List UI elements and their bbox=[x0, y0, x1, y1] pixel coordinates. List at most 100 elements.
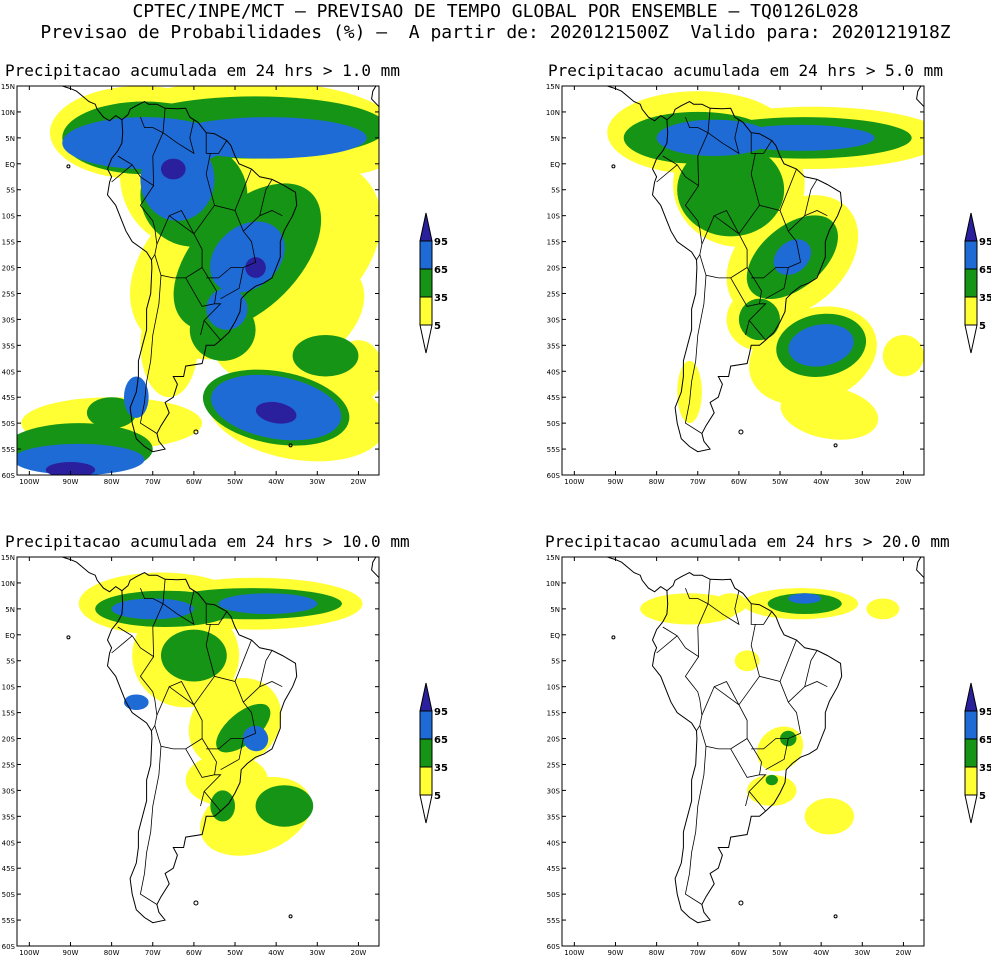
country-border bbox=[656, 164, 678, 183]
lon-label: 50W bbox=[772, 949, 788, 957]
country-border bbox=[748, 774, 767, 812]
country-border bbox=[750, 603, 773, 625]
country-border bbox=[205, 132, 228, 154]
coastlines bbox=[607, 86, 924, 453]
country-border bbox=[111, 635, 133, 654]
lat-label: 45S bbox=[2, 865, 16, 873]
lat-label: 15S bbox=[2, 710, 16, 718]
lon-label: 70W bbox=[690, 478, 706, 486]
map-frame bbox=[16, 556, 380, 947]
south-america-coast bbox=[651, 101, 843, 453]
map-panel-4: 15N 10N 5N EQ 5S 10S 15S 20S 25S 30S 35S 40S 45S 50S 5… bbox=[546, 554, 925, 957]
legend-cap-top bbox=[419, 212, 433, 242]
lat-label: 25S bbox=[547, 761, 561, 769]
prob-35-area bbox=[765, 774, 778, 786]
africa-coast bbox=[371, 86, 379, 108]
legend-level-label: 35 bbox=[434, 763, 448, 774]
panel-title-3: Precipitacao acumulada em 24 hrs > 10.0 … bbox=[5, 532, 410, 551]
prob-5-area bbox=[882, 334, 924, 377]
galapagos-islands bbox=[611, 635, 616, 640]
country-border bbox=[714, 209, 740, 234]
lat-label: 15S bbox=[2, 239, 16, 247]
prob-35-area bbox=[210, 790, 236, 822]
prob-5-area bbox=[714, 593, 748, 615]
lat-label: 60S bbox=[2, 472, 16, 480]
lon-label: 50W bbox=[227, 478, 243, 486]
south-america-coast bbox=[106, 101, 298, 453]
prob-65-area bbox=[242, 725, 269, 752]
legend-swatch bbox=[419, 738, 433, 768]
central-america-coast bbox=[607, 557, 668, 593]
lat-label: 15N bbox=[1, 83, 15, 91]
lat-label: 55S bbox=[2, 446, 16, 454]
country-border bbox=[745, 791, 750, 807]
legend-swatch bbox=[964, 268, 978, 298]
lon-label: 30W bbox=[309, 478, 325, 486]
probability-field bbox=[607, 91, 924, 440]
south-georgia bbox=[288, 914, 293, 919]
lon-label: 20W bbox=[896, 478, 912, 486]
lat-label: 10S bbox=[547, 213, 561, 221]
lon-label: 80W bbox=[104, 478, 120, 486]
prob-95-area bbox=[45, 462, 96, 475]
legend-level-label: 35 bbox=[434, 293, 448, 304]
legend-swatch bbox=[419, 296, 433, 326]
lat-label: 40S bbox=[547, 839, 561, 847]
prob-65-area bbox=[773, 239, 812, 275]
country-border bbox=[750, 132, 773, 154]
prob-65-area bbox=[788, 324, 854, 367]
lat-label: 60S bbox=[547, 943, 561, 951]
coastlines bbox=[607, 557, 924, 924]
country-border bbox=[662, 603, 709, 658]
lon-label: 90W bbox=[608, 478, 624, 486]
prob-35-area bbox=[255, 785, 314, 827]
lat-label: 40S bbox=[2, 839, 16, 847]
lat-label: 20S bbox=[547, 265, 561, 273]
lon-label: 90W bbox=[63, 478, 79, 486]
country-border bbox=[684, 746, 707, 905]
country-border bbox=[220, 267, 244, 300]
lat-label: 5S bbox=[551, 658, 560, 666]
lat-label: 5S bbox=[6, 187, 15, 195]
lon-label: 100W bbox=[19, 478, 39, 486]
lat-label: 40S bbox=[2, 368, 16, 376]
country-border bbox=[200, 320, 205, 336]
legend-swatch bbox=[419, 710, 433, 740]
country-border bbox=[117, 603, 164, 658]
lon-label: 30W bbox=[309, 949, 325, 957]
country-border bbox=[738, 204, 802, 279]
lat-label: 5N bbox=[5, 606, 15, 614]
prob-65-area bbox=[169, 117, 367, 159]
country-border bbox=[200, 791, 205, 807]
panel-title-4: Precipitacao acumulada em 24 hrs > 20.0 … bbox=[545, 532, 950, 551]
panel-title-1: Precipitacao acumulada em 24 hrs > 1.0 m… bbox=[5, 61, 400, 80]
prob-65-area bbox=[210, 221, 285, 293]
country-border bbox=[243, 681, 283, 703]
prob-65-area bbox=[726, 124, 875, 151]
main-subtitle: Previsao de Probabilidades (%) – A parti… bbox=[40, 22, 951, 43]
lat-label: EQ bbox=[550, 161, 560, 169]
country-border bbox=[714, 680, 740, 705]
country-border bbox=[707, 590, 740, 626]
lon-label: 60W bbox=[731, 949, 747, 957]
map-panel-3: 15N 10N 5N EQ 5S 10S 15S 20S 25S 30S 35S 40S 45S 50S 5… bbox=[1, 554, 380, 957]
lon-label: 40W bbox=[813, 478, 829, 486]
country-border bbox=[804, 650, 818, 687]
lon-label: 30W bbox=[854, 949, 870, 957]
lon-label: 90W bbox=[608, 949, 624, 957]
galapagos-islands bbox=[66, 635, 71, 640]
legend-cap-bottom bbox=[419, 324, 433, 354]
lat-label: 10S bbox=[2, 213, 16, 221]
probability-field bbox=[17, 86, 379, 475]
legend-level-label: 95 bbox=[979, 237, 991, 248]
lon-label: 80W bbox=[104, 949, 120, 957]
lat-label: 15S bbox=[547, 710, 561, 718]
legend-level-label: 65 bbox=[434, 735, 448, 746]
prob-65-area bbox=[140, 137, 215, 221]
lat-label: 25S bbox=[547, 290, 561, 298]
africa-coast bbox=[916, 86, 924, 108]
country-border bbox=[685, 579, 711, 605]
legend-level-label: 95 bbox=[979, 707, 991, 718]
lat-label: 35S bbox=[547, 813, 561, 821]
country-border bbox=[788, 681, 828, 703]
